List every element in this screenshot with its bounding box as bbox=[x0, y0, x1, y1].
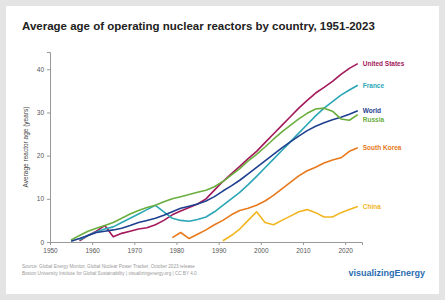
x-tick: 1980 bbox=[170, 242, 185, 254]
y-tick-mark bbox=[47, 199, 50, 200]
y-tick-label: 20 bbox=[37, 152, 45, 159]
x-axis: 1950 1960 1970 1980 1990 2000 2010 2020 bbox=[43, 242, 362, 254]
x-tick-label: 2020 bbox=[338, 247, 353, 254]
source-note: Source: Global Energy Monitor, Global Nu… bbox=[22, 264, 195, 269]
series-label: United States bbox=[363, 60, 405, 67]
y-tick-label: 10 bbox=[37, 195, 45, 202]
page-background bbox=[0, 0, 445, 300]
x-tick: 1990 bbox=[212, 242, 227, 254]
x-tick-mark bbox=[219, 242, 220, 245]
x-tick: 2010 bbox=[296, 242, 311, 254]
card bbox=[6, 6, 439, 294]
x-tick-mark bbox=[50, 242, 51, 245]
x-axis-line bbox=[51, 243, 363, 246]
x-tick: 1950 bbox=[43, 242, 58, 254]
chart-svg: Average age of operating nuclear reactor… bbox=[0, 0, 445, 300]
y-tick-mark bbox=[47, 156, 50, 157]
x-tick-label: 1970 bbox=[128, 247, 143, 254]
y-tick: 20 bbox=[37, 152, 50, 159]
y-tick: 0 bbox=[40, 239, 50, 246]
x-tick: 1970 bbox=[128, 242, 143, 254]
y-tick-mark bbox=[47, 112, 50, 113]
x-tick: 1960 bbox=[85, 242, 100, 254]
series-label: Russia bbox=[363, 116, 385, 123]
x-tick-mark bbox=[134, 242, 135, 245]
series-line bbox=[172, 148, 358, 239]
x-tick-label: 1990 bbox=[212, 247, 227, 254]
x-tick-mark bbox=[92, 242, 93, 245]
title: Average age of operating nuclear reactor… bbox=[22, 20, 375, 32]
series-label: South Korea bbox=[363, 144, 402, 151]
y-tick-label: 40 bbox=[37, 66, 45, 73]
y-tick-label: 30 bbox=[37, 109, 45, 116]
y-tick: 30 bbox=[37, 109, 50, 116]
chart-container: Average age of operating nuclear reactor… bbox=[0, 0, 445, 300]
y-axis-title: Average reactor age (years) bbox=[22, 107, 30, 188]
y-tick: 10 bbox=[37, 195, 50, 202]
x-tick: 2000 bbox=[254, 242, 269, 254]
y-tick-mark bbox=[47, 242, 50, 243]
series-line bbox=[80, 64, 358, 241]
y-tick-mark bbox=[47, 69, 50, 70]
y-tick-label: 0 bbox=[40, 239, 44, 246]
source-note: Boston University Institute for Global S… bbox=[22, 271, 197, 276]
x-tick-label: 2000 bbox=[254, 247, 269, 254]
x-tick-label: 1960 bbox=[85, 247, 100, 254]
series-label: World bbox=[363, 107, 381, 114]
x-tick-label: 1980 bbox=[170, 247, 185, 254]
series-line bbox=[71, 108, 358, 240]
series-label: China bbox=[363, 203, 381, 210]
y-axis-line bbox=[47, 53, 51, 243]
x-tick-mark bbox=[345, 242, 346, 245]
x-tick-label: 2010 bbox=[296, 247, 311, 254]
series-line bbox=[223, 207, 358, 241]
x-tick-label: 1950 bbox=[43, 247, 58, 254]
x-tick-mark bbox=[261, 242, 262, 245]
y-tick: 40 bbox=[37, 66, 50, 73]
series-label: France bbox=[363, 82, 385, 89]
x-tick-mark bbox=[176, 242, 177, 245]
x-tick: 2020 bbox=[338, 242, 353, 254]
plot-area bbox=[71, 64, 358, 241]
y-axis: 0 10 20 30 40 bbox=[37, 53, 51, 246]
logo: visualizingEnergy bbox=[348, 268, 425, 278]
x-tick-mark bbox=[303, 242, 304, 245]
